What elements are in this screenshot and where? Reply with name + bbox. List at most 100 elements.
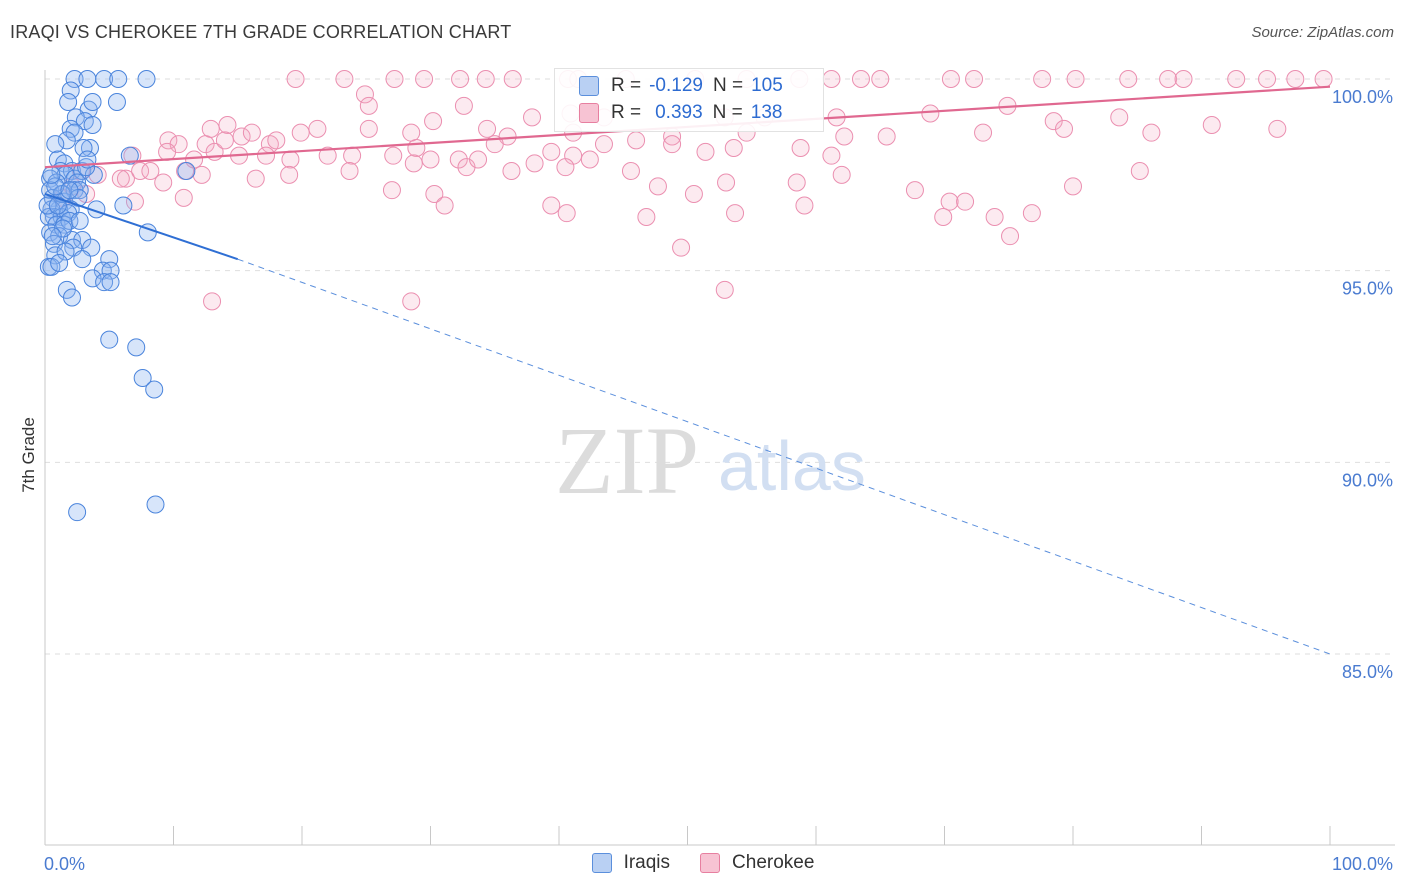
iraqis-n-value: 105 [751,75,783,96]
cherokee-point [201,119,220,138]
iraqis-legend-swatch [591,853,612,873]
iraqis-point [70,211,89,230]
iraqis-point [145,380,164,399]
cherokee-point [1202,116,1221,134]
cherokee-point [159,131,178,150]
cherokee-point [318,146,337,165]
cherokee-legend-label: Cherokee [732,852,815,873]
iraqis-point [133,369,152,387]
cherokee-point [402,292,421,311]
cherokee-point [502,162,521,180]
cherokee-point [1066,70,1085,88]
cherokee-point [291,123,310,142]
cherokee-point [621,162,640,180]
cherokee-point [451,70,470,88]
cherokee-point [111,169,130,188]
iraqis-point [61,81,80,100]
cherokee-point [449,150,468,169]
cherokee-point [696,142,715,161]
source-label: Source: ZipAtlas.com [1251,24,1394,41]
stats-legend: R = -0.129 N = 105 R = 0.393 N = 138 [554,68,824,132]
cherokee-point [1130,162,1149,180]
cherokee-point [1227,70,1246,88]
cherokee-point [257,146,276,165]
iraqis-point [50,254,69,272]
iraqis-point [95,70,114,88]
cherokee-swatch [579,103,599,123]
iraqis-point [78,70,97,88]
cherokee-point [956,192,975,211]
cherokee-point [715,280,734,299]
iraqis-r-value: -0.129 [649,75,703,96]
cherokee-point [402,123,421,142]
cherokee-point [851,70,870,88]
cherokee-point [1119,70,1138,88]
iraqis-point [56,242,75,261]
iraqis-point [65,70,84,88]
iraqis-point [120,146,139,165]
cherokee-point [684,185,703,203]
iraqis-point [70,181,89,200]
cherokee-point [476,70,495,88]
r-label: R = [611,102,642,123]
cherokee-point [415,70,434,88]
cherokee-point [877,127,896,146]
iraqis-point [83,93,102,111]
y-tick-label: 90.0% [1342,470,1393,490]
watermark-atlas: atlas [718,427,866,505]
legend-item-cherokee[interactable]: Cherokee [700,852,814,874]
cherokee-point [965,70,984,88]
cherokee-point [215,131,234,150]
cherokee-point [542,142,561,161]
cherokee-point [1033,70,1052,88]
iraqis-point [59,93,78,111]
cherokee-point [203,292,222,311]
r-label: R = [611,75,642,96]
cherokee-point [787,173,806,192]
y-tick-label: 95.0% [1342,279,1393,299]
cherokee-point [425,185,444,203]
cherokee-point [280,165,299,184]
legend-item-iraqis[interactable]: Iraqis [591,852,671,874]
cherokee-point [556,158,575,177]
cherokee-point [218,116,237,134]
cherokee-point [503,70,522,88]
cherokee-point [232,127,251,146]
x-tick-label-min: 0.0% [44,854,85,874]
cherokee-point [525,154,544,173]
iraqis-point [107,93,126,111]
legend-row-iraqis: R = -0.129 N = 105 [579,74,793,98]
iraqis-point [101,273,120,292]
cherokee-point [359,119,378,138]
iraqis-point [83,116,102,134]
iraqis-point [48,196,67,215]
cherokee-point [672,238,691,257]
n-label: N = [712,75,744,96]
iraqis-point [66,108,85,127]
cherokee-point [424,112,443,131]
iraqis-point [177,162,196,180]
cherokee-point [726,204,745,223]
iraqis-point [62,288,81,307]
cherokee-point [158,142,177,161]
cherokee-point [335,70,354,88]
chart-title: IRAQI VS CHEROKEE 7TH GRADE CORRELATION … [10,22,512,42]
iraqis-point [38,196,57,215]
cherokee-point [404,154,423,173]
cherokee-point [125,192,144,211]
cherokee-point [116,169,135,188]
cherokee-point [355,85,374,104]
y-axis-title: 7th Grade [19,417,38,493]
cherokee-point [557,204,576,223]
cherokee-point [1044,112,1063,131]
cherokee-point [717,173,736,192]
cherokee-point [871,70,890,88]
cherokee-point [469,150,488,169]
data-points [38,70,1333,522]
iraqis-legend-label: Iraqis [623,852,671,873]
cherokee-point [141,162,160,180]
n-label: N = [712,102,743,123]
cherokee-point [941,70,960,88]
cherokee-n-value: 138 [750,102,783,123]
